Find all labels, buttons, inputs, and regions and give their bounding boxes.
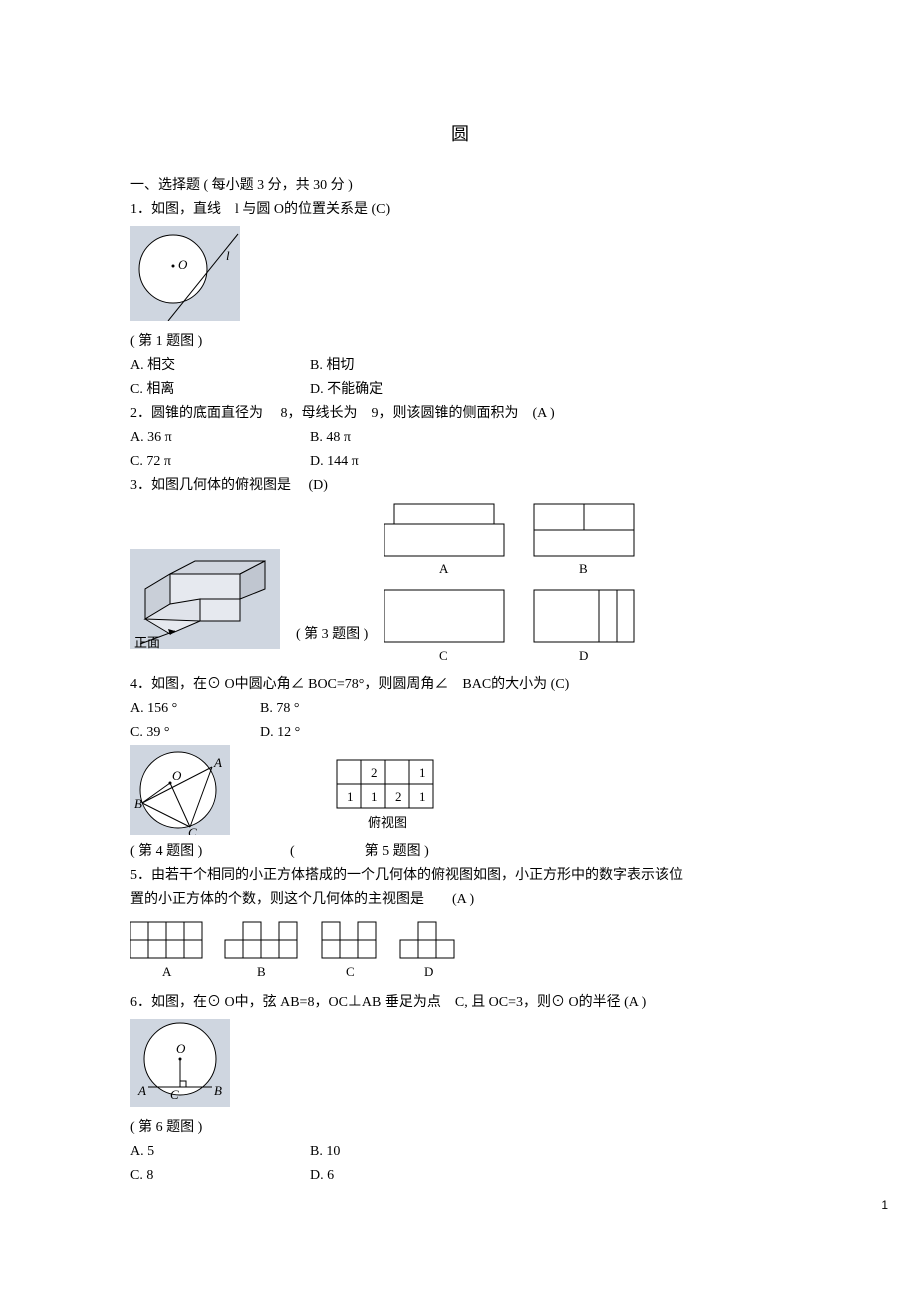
q3-figure-row: 正面 ( 第 3 题图 ) A B C D <box>130 498 790 673</box>
q6-svg: O A B C <box>130 1019 230 1107</box>
page-number: 1 <box>881 1198 888 1212</box>
q4-caption: ( 第 4 题图 ) <box>130 840 250 864</box>
q3-caption: ( 第 3 题图 ) <box>296 623 368 673</box>
q2-text: 2．圆锥的底面直径为 8，母线长为 9，则该圆锥的侧面积为 (A ) <box>130 402 790 426</box>
q5-label-a: A <box>162 964 172 979</box>
q6-opt-a: A. 5 <box>130 1140 310 1164</box>
q6-label-O: O <box>176 1041 186 1056</box>
q5-caption: 第 5 题图 ) <box>365 840 429 864</box>
q2-options-row2: C. 72 π D. 144 π <box>130 450 790 474</box>
q4-opt-a: A. 156 ° <box>130 697 260 721</box>
q5-top-label: 俯视图 <box>368 815 407 830</box>
q3-label-d: D <box>579 648 588 663</box>
q4-opt-c: C. 39 ° <box>130 721 260 745</box>
q3-front-label: 正面 <box>134 632 284 651</box>
q5-g-r2c3: 2 <box>395 789 402 804</box>
q3-text: 3．如图几何体的俯视图是 (D) <box>130 474 790 498</box>
q5-label-b: B <box>257 964 266 979</box>
q4-svg: O A B C <box>130 745 230 835</box>
q4-text: 4．如图，在⊙ O中圆心角∠ BOC=78°，则圆周角∠ BAC的大小为 (C) <box>130 673 790 697</box>
q6-options-row1: A. 5 B. 10 <box>130 1140 790 1164</box>
q5-label-c: C <box>346 964 355 979</box>
q6-opt-d: D. 6 <box>310 1164 334 1188</box>
q6-label-C: C <box>170 1087 179 1102</box>
q4-label-O: O <box>172 768 182 783</box>
q5-g-r2c1: 1 <box>347 789 354 804</box>
q4-figure: O A B C <box>130 745 230 840</box>
q1-options-row1: A. 相交 B. 相切 <box>130 354 790 378</box>
q5-text2: 置的小正方体的个数，则这个几何体的主视图是 (A ) <box>130 888 790 912</box>
q3-options-grid: A B C D <box>384 498 644 673</box>
q6-opt-b: B. 10 <box>310 1140 340 1164</box>
q5-g-r2c2: 1 <box>371 789 378 804</box>
q3-label-c: C <box>439 648 448 663</box>
q3-options-svg: A B C D <box>384 498 644 668</box>
q6-label-A: A <box>137 1083 146 1098</box>
q5-top-figure: 2 1 1 1 2 1 俯视图 <box>332 755 442 840</box>
q5-options-svg: A B C <box>130 916 490 982</box>
q6-opt-c: C. 8 <box>130 1164 310 1188</box>
q1-text: 1．如图，直线 l 与圆 O的位置关系是 (C) <box>130 198 790 222</box>
q4-options-row1: A. 156 ° B. 78 ° <box>130 697 790 721</box>
q2-opt-d: D. 144 π <box>310 450 359 474</box>
q6-label-B: B <box>214 1083 222 1098</box>
q1-label-O: O <box>178 257 188 272</box>
q2-opt-a: A. 36 π <box>130 426 310 450</box>
q3-label-a: A <box>439 561 449 576</box>
q1-opt-b: B. 相切 <box>310 354 354 378</box>
q5-g-r2c4: 1 <box>419 789 426 804</box>
page-title: 圆 <box>130 120 790 146</box>
q1-caption: ( 第 1 题图 ) <box>130 330 790 354</box>
page: 圆 一、选择题 ( 每小题 3 分，共 30 分 ) 1．如图，直线 l 与圆 … <box>0 0 920 1228</box>
q4-label-B: B <box>134 796 142 811</box>
q6-figure: O A B C <box>130 1019 790 1112</box>
q5-g-r1c2: 2 <box>371 765 378 780</box>
q4-label-C: C <box>188 825 197 835</box>
q1-opt-c: C. 相离 <box>130 378 310 402</box>
q5-g-r1c4: 1 <box>419 765 426 780</box>
q4-opt-d: D. 12 ° <box>260 721 300 745</box>
q5-caption-open: ( <box>290 840 295 864</box>
q5-label-d: D <box>424 964 433 979</box>
q6-text: 6．如图，在⊙ O中，弦 AB=8，OC⊥AB 垂足为点 C, 且 OC=3，则… <box>130 991 790 1015</box>
q1-opt-a: A. 相交 <box>130 354 310 378</box>
q3-solid: 正面 <box>130 549 280 673</box>
q3-label-b: B <box>579 561 588 576</box>
q2-options-row1: A. 36 π B. 48 π <box>130 426 790 450</box>
q1-options-row2: C. 相离 D. 不能确定 <box>130 378 790 402</box>
q5-top-svg: 2 1 1 1 2 1 俯视图 <box>332 755 442 835</box>
q4-q5-caption-row: ( 第 4 题图 ) ( 第 5 题图 ) <box>130 840 790 864</box>
q4-label-A: A <box>213 755 222 770</box>
q4-q5-fig-row: O A B C 2 1 <box>130 745 790 840</box>
q5-options-figure: A B C <box>130 916 790 987</box>
q1-label-l: l <box>226 248 230 263</box>
q2-opt-c: C. 72 π <box>130 450 310 474</box>
q4-options-row2: C. 39 ° D. 12 ° <box>130 721 790 745</box>
q1-figure: O l <box>130 226 790 326</box>
q1-svg: O l <box>130 226 240 321</box>
q2-opt-b: B. 48 π <box>310 426 351 450</box>
q6-options-row2: C. 8 D. 6 <box>130 1164 790 1188</box>
q6-caption: ( 第 6 题图 ) <box>130 1116 790 1140</box>
section-header: 一、选择题 ( 每小题 3 分，共 30 分 ) <box>130 174 790 198</box>
q5-text1: 5．由若干个相同的小正方体搭成的一个几何体的俯视图如图，小正方形中的数字表示该位 <box>130 864 790 888</box>
q1-opt-d: D. 不能确定 <box>310 378 383 402</box>
q4-opt-b: B. 78 ° <box>260 697 299 721</box>
